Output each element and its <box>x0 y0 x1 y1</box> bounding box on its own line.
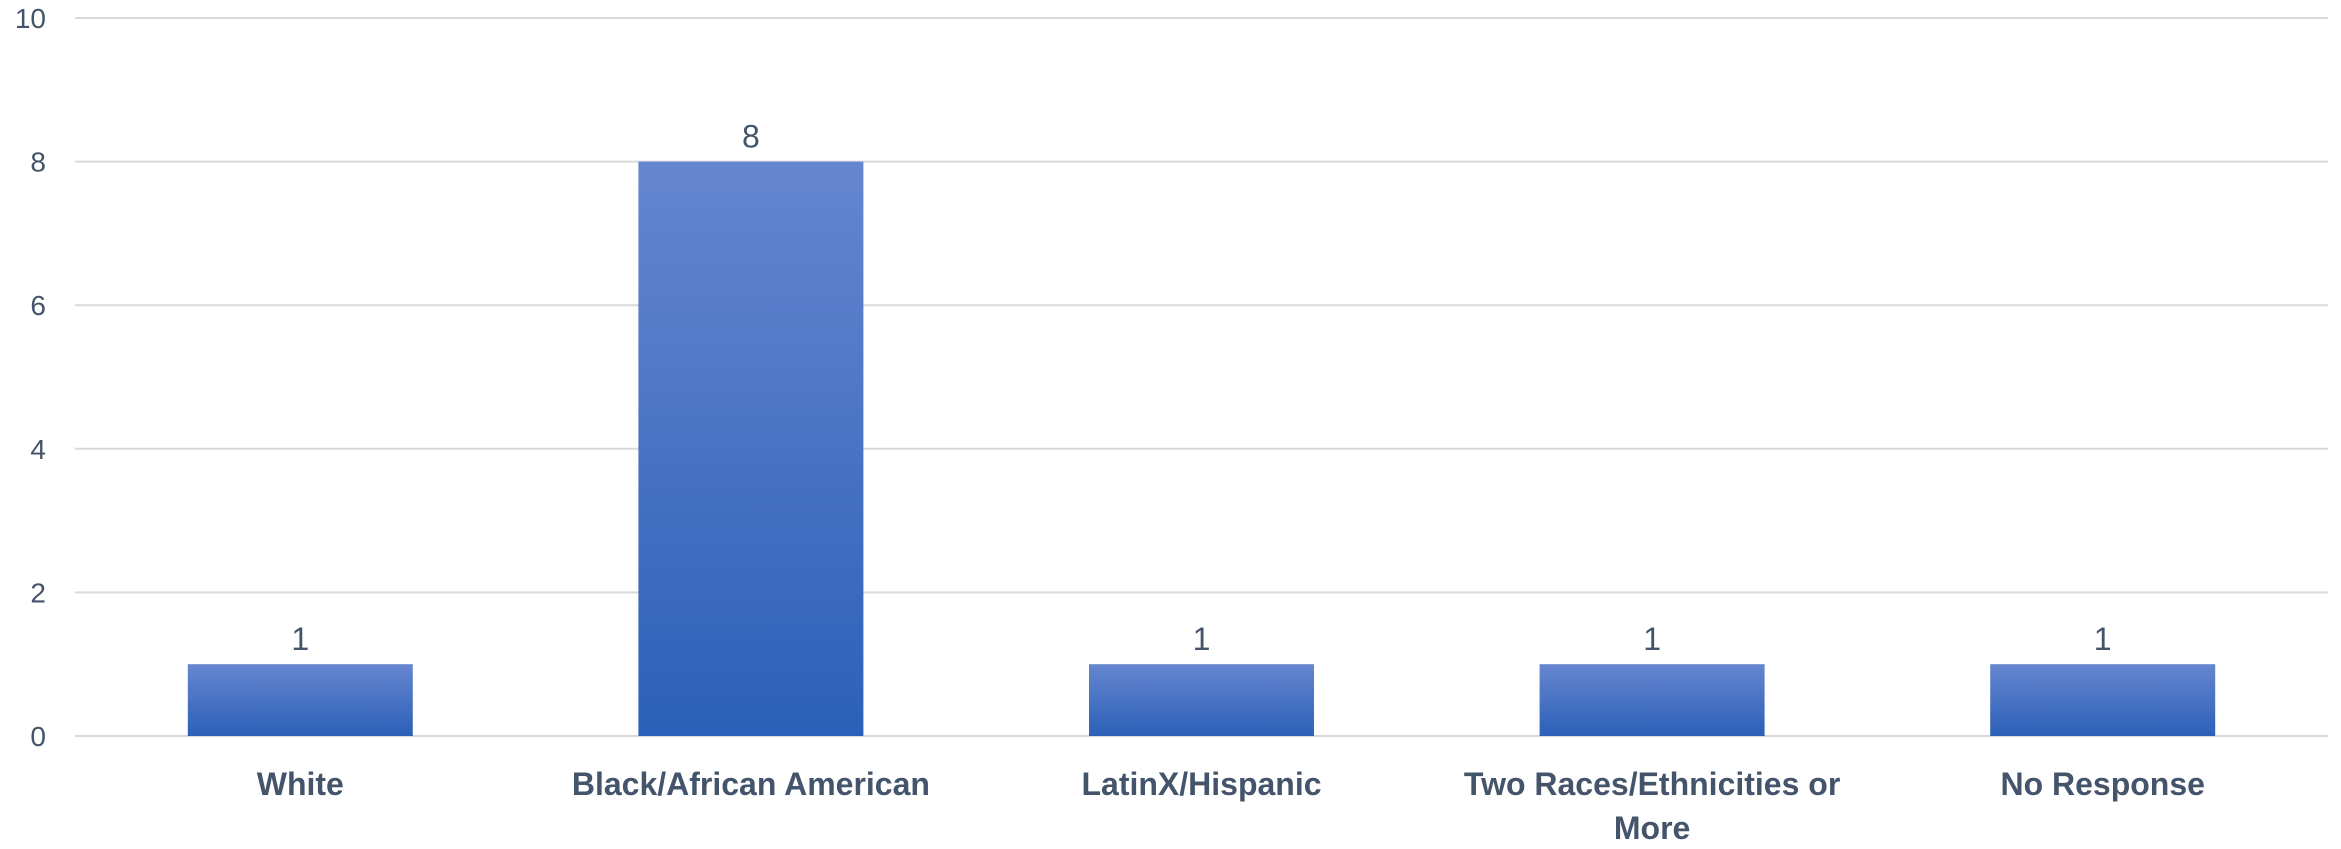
gridlines <box>75 17 2328 737</box>
x-tick-label: LatinX/Hispanic <box>1081 766 1321 802</box>
data-label: 1 <box>2094 621 2112 657</box>
bar <box>1539 664 1765 736</box>
y-tick-label: 8 <box>30 147 46 178</box>
y-tick-label: 0 <box>30 721 46 752</box>
bar <box>187 664 413 736</box>
x-axis-ticks: White Black/African American LatinX/Hispan… <box>257 766 2205 846</box>
data-labels: 1 8 1 1 1 <box>291 119 2111 658</box>
y-tick-label: 4 <box>30 434 46 465</box>
y-axis-ticks: 0 2 4 6 8 10 <box>15 3 46 752</box>
bar <box>638 161 864 737</box>
y-tick-label: 10 <box>15 3 46 34</box>
data-label: 1 <box>291 621 309 657</box>
data-label: 1 <box>1193 621 1211 657</box>
x-tick-label: Two Races/Ethnicities or More <box>1464 766 1840 844</box>
y-tick-label: 6 <box>30 290 46 321</box>
bars <box>187 161 2216 737</box>
data-label: 8 <box>742 119 760 155</box>
data-label: 1 <box>1643 621 1661 657</box>
bar <box>1990 664 2216 736</box>
x-tick-label: White <box>257 766 344 802</box>
y-tick-label: 2 <box>30 577 46 608</box>
bar <box>1089 664 1314 736</box>
x-tick-label: Black/African American <box>572 766 930 802</box>
x-tick-label: No Response <box>2000 766 2204 802</box>
